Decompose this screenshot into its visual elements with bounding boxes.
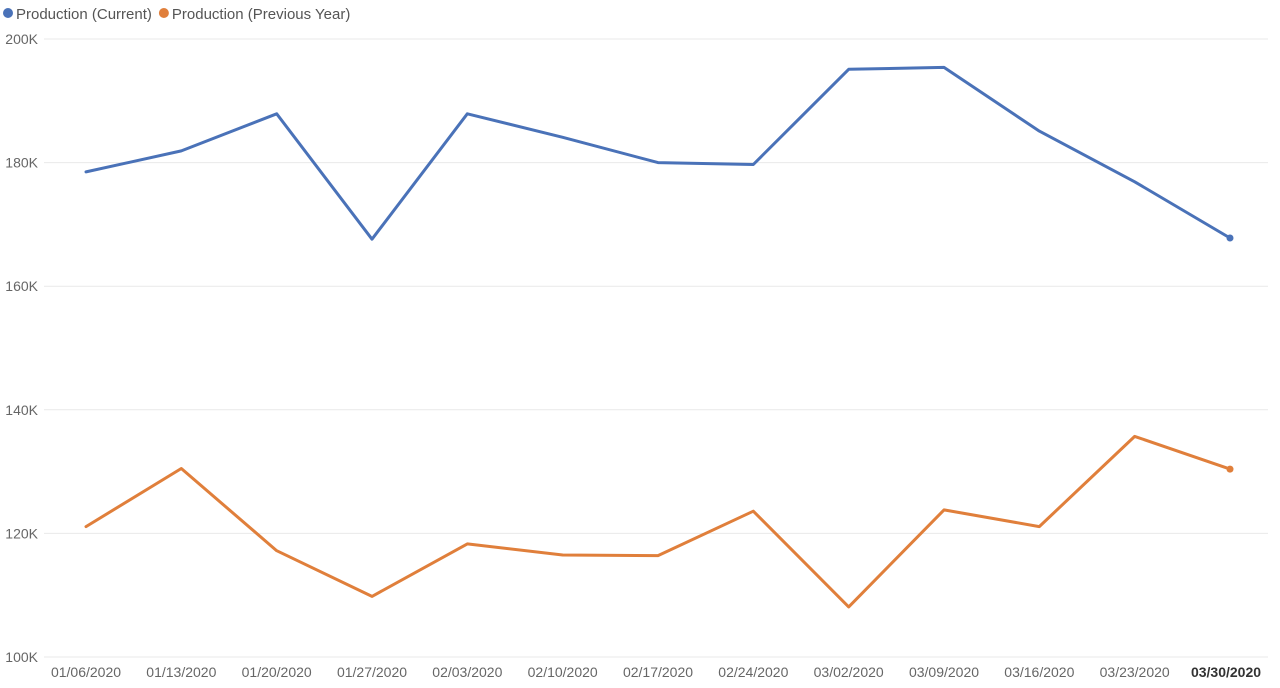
data-point[interactable] (1133, 435, 1136, 438)
x-tick-label: 01/06/2020 (51, 664, 121, 680)
y-tick-label: 160K (5, 278, 38, 294)
x-tick-label: 02/10/2020 (528, 664, 598, 680)
data-point[interactable] (561, 554, 564, 557)
data-point[interactable] (1226, 234, 1234, 242)
legend[interactable]: Production (Current) Production (Previous… (3, 6, 350, 23)
data-point[interactable] (180, 467, 183, 470)
data-point[interactable] (466, 542, 469, 545)
data-point[interactable] (847, 68, 850, 71)
y-tick-label: 200K (5, 31, 38, 47)
x-tick-label: 02/17/2020 (623, 664, 693, 680)
x-tick-label: 01/20/2020 (242, 664, 312, 680)
series-line-current (84, 65, 1232, 241)
legend-marker-icon (158, 8, 169, 18)
data-point[interactable] (466, 112, 469, 115)
data-point[interactable] (275, 112, 278, 115)
legend-label: Production (Previous Year) (172, 6, 350, 23)
data-point[interactable] (371, 238, 374, 241)
x-tick-label: 03/16/2020 (1004, 664, 1074, 680)
data-point[interactable] (561, 136, 564, 139)
y-tick-label: 140K (5, 402, 38, 418)
data-point[interactable] (752, 510, 755, 513)
x-tick-label: 03/30/2020 (1191, 664, 1261, 680)
data-point[interactable] (1133, 180, 1136, 183)
y-axis: 100K 120K 140K 160K 180K 200K (5, 31, 38, 665)
data-point[interactable] (1038, 130, 1041, 133)
data-point[interactable] (371, 595, 374, 598)
legend-item-current[interactable]: Production (Current) (3, 6, 152, 23)
x-axis: 01/06/2020 01/13/2020 01/20/2020 01/27/2020… (51, 664, 1261, 680)
x-tick-label: 02/03/2020 (432, 664, 502, 680)
x-tick-label: 03/23/2020 (1100, 664, 1170, 680)
x-tick-label: 03/02/2020 (814, 664, 884, 680)
data-point[interactable] (85, 170, 88, 173)
series-line-previous-year (84, 434, 1232, 609)
data-point[interactable] (943, 66, 946, 69)
legend-label: Production (Current) (16, 6, 152, 23)
x-tick-label: 02/24/2020 (718, 664, 788, 680)
data-point[interactable] (657, 161, 660, 164)
data-point[interactable] (847, 605, 850, 608)
data-point[interactable] (657, 554, 660, 557)
data-point[interactable] (1226, 465, 1234, 473)
series-lines (84, 65, 1234, 609)
y-tick-label: 100K (5, 649, 38, 665)
legend-item-previous-year[interactable]: Production (Previous Year) (158, 6, 350, 23)
data-point[interactable] (1038, 525, 1041, 528)
data-point[interactable] (752, 163, 755, 166)
data-point[interactable] (180, 149, 183, 152)
legend-marker-icon (3, 8, 13, 18)
x-tick-label: 01/13/2020 (146, 664, 216, 680)
x-tick-label: 01/27/2020 (337, 664, 407, 680)
data-point[interactable] (275, 549, 278, 552)
y-tick-label: 180K (5, 155, 38, 171)
y-tick-label: 120K (5, 525, 38, 541)
x-tick-label: 03/09/2020 (909, 664, 979, 680)
data-point[interactable] (943, 508, 946, 511)
data-point[interactable] (85, 525, 88, 528)
